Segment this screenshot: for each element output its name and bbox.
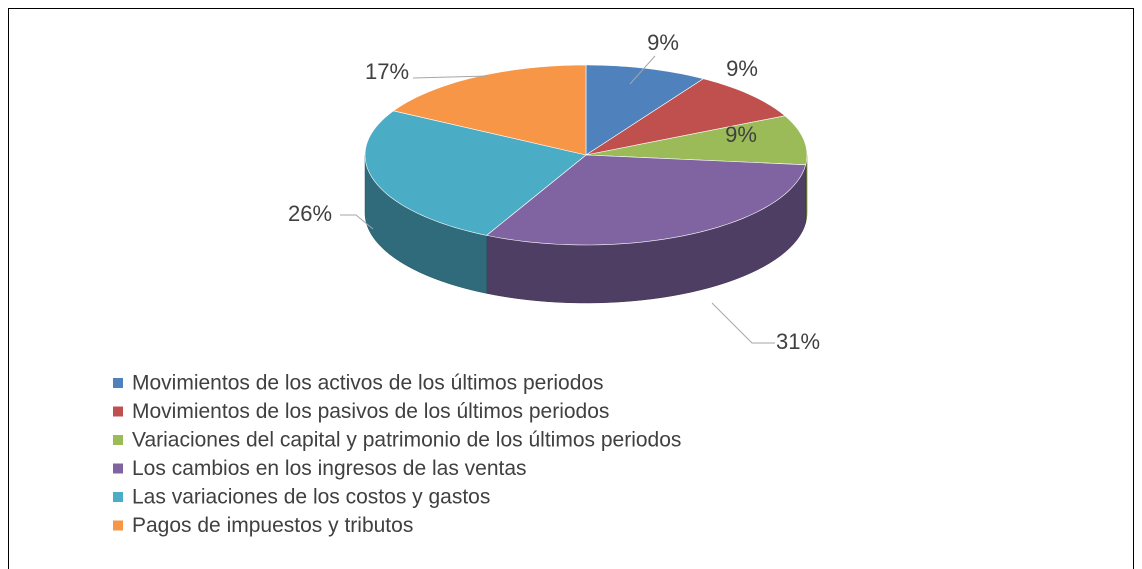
- pie-sides: [364, 154, 808, 304]
- legend-label: Variaciones del capital y patrimonio de …: [132, 429, 681, 452]
- legend-label: Movimientos de los pasivos de los último…: [132, 400, 609, 423]
- data-labels: 9% 9% 9% 31% 26% 17%: [288, 30, 820, 354]
- legend-label: Las variaciones de los costos y gastos: [132, 486, 490, 509]
- data-label: 31%: [776, 329, 820, 354]
- legend-label: Los cambios en los ingresos de las venta…: [132, 457, 527, 480]
- legend-swatch: [113, 520, 123, 531]
- slice: [585, 78, 786, 156]
- data-label: 9%: [647, 30, 679, 55]
- data-label: 9%: [726, 56, 758, 81]
- legend-swatch: [113, 378, 123, 388]
- slice: [585, 64, 705, 156]
- legend-label: Movimientos de los activos de los último…: [132, 372, 604, 395]
- legend-swatch: [113, 492, 123, 502]
- leader-line: [340, 214, 374, 230]
- leader-line: [711, 302, 775, 344]
- slice: [485, 154, 807, 246]
- slice: [585, 115, 808, 166]
- legend: Movimientos de los activos de los último…: [113, 372, 681, 537]
- legend-swatch: [113, 406, 123, 417]
- slice: [364, 110, 587, 236]
- legend-swatch: [113, 463, 123, 474]
- leader-line: [629, 55, 656, 85]
- leader-line: [412, 75, 489, 79]
- legend-label: Pagos de impuestos y tributos: [132, 514, 413, 537]
- pie-tops: [364, 64, 808, 246]
- legend-swatch: [113, 435, 123, 445]
- data-label: 9%: [725, 122, 757, 147]
- slice: [392, 64, 587, 156]
- data-label: 17%: [365, 59, 409, 84]
- data-label: 26%: [288, 201, 332, 226]
